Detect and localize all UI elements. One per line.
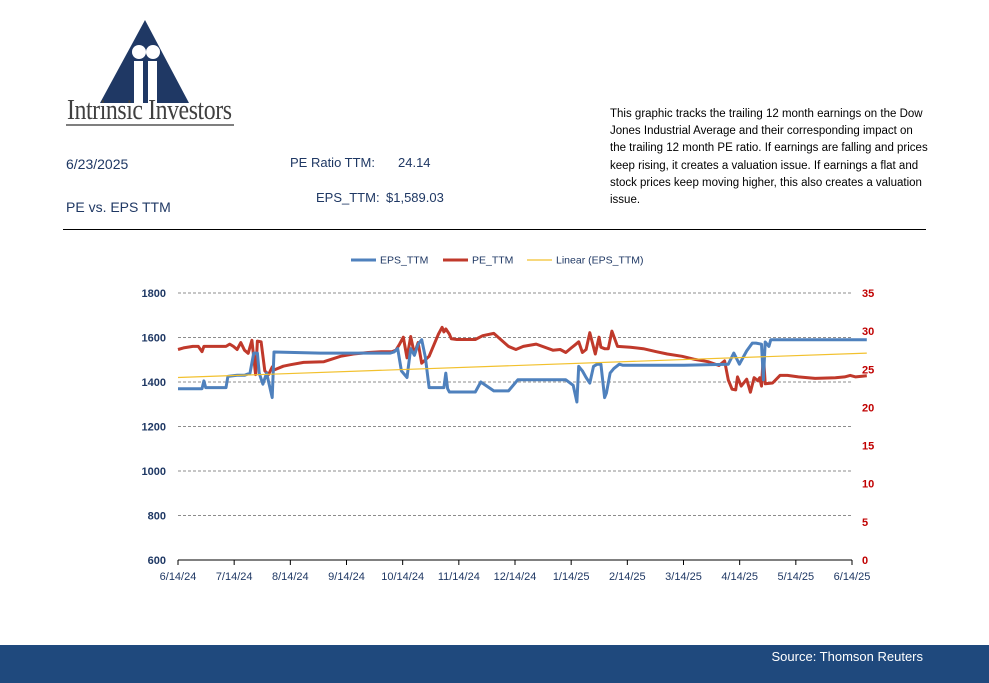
x-tick-label: 10/14/24 [381, 571, 424, 583]
right-y-tick-label: 30 [862, 326, 874, 338]
x-tick-label: 9/14/24 [328, 571, 365, 583]
x-tick-label: 5/14/25 [777, 571, 814, 583]
left-y-tick-label: 1400 [142, 377, 166, 389]
left-y-tick-label: 1200 [142, 422, 166, 434]
right-y-tick-label: 35 [862, 288, 874, 300]
x-tick-label: 12/14/24 [494, 571, 537, 583]
chart-series [177, 325, 867, 404]
pe-ratio-value: 24.14 [398, 155, 431, 170]
header-divider [63, 229, 926, 230]
legend-linear-eps-label: Linear (EPS_TTM) [556, 255, 644, 267]
x-tick-label: 6/14/24 [160, 571, 197, 583]
legend-eps-ttm-label: EPS_TTM [380, 255, 428, 267]
eps-ttm-value: $1,589.03 [386, 190, 444, 205]
report-date: 6/23/2025 [66, 156, 129, 172]
x-tick-label: 11/14/24 [438, 571, 480, 583]
right-y-tick-label: 0 [862, 555, 868, 567]
left-y-tick-label: 1000 [142, 466, 166, 478]
right-y-tick-label: 15 [862, 441, 874, 453]
x-tick-label: 2/14/25 [609, 571, 646, 583]
chart-axes: 600 800 1000 1200 1400 1600 1800 0 5 10 15 20 25 30 35… [142, 288, 875, 583]
x-tick-label: 1/14/25 [553, 571, 590, 583]
legend-pe-ttm-label: PE_TTM [472, 255, 513, 267]
eps-trend-line [177, 352, 867, 379]
description-text: This graphic tracks the trailing 12 mont… [610, 108, 928, 207]
chart-legend: EPS_TTM PE_TTM Linear (EPS_TTM) [351, 255, 644, 267]
x-tick-label: 7/14/24 [216, 571, 253, 583]
source-note: Source: Thomson Reuters [771, 649, 924, 664]
eps-ttm-label: EPS_TTM: [316, 190, 380, 205]
eps-ttm-line [178, 338, 867, 404]
page-subtitle: PE vs. EPS TTM [66, 199, 171, 215]
left-y-tick-label: 1800 [142, 288, 166, 300]
x-tick-label: 4/14/25 [721, 571, 758, 583]
right-y-tick-label: 5 [862, 517, 868, 529]
pe-ttm-line [177, 325, 867, 394]
intrinsic-investors-logo [100, 20, 189, 103]
right-y-tick-label: 25 [862, 364, 874, 376]
x-tick-label: 6/14/25 [834, 571, 871, 583]
logo-underline [66, 124, 234, 126]
left-y-tick-label: 1600 [142, 333, 166, 345]
left-y-tick-label: 800 [148, 511, 166, 523]
footer-bar: Source: Thomson Reuters [0, 645, 989, 683]
pe-vs-eps-chart: 600 800 1000 1200 1400 1600 1800 0 5 10 15 20 25 30 35… [142, 255, 875, 584]
left-y-tick-label: 600 [148, 555, 166, 567]
x-tick-label: 8/14/24 [272, 571, 309, 583]
right-y-tick-label: 20 [862, 402, 874, 414]
grid-lines [178, 292, 852, 516]
x-tick-label: 3/14/25 [665, 571, 702, 583]
right-y-tick-label: 10 [862, 479, 874, 491]
pe-ratio-label: PE Ratio TTM: [290, 155, 376, 170]
logo-text: Intrinsic Investors [67, 94, 232, 126]
